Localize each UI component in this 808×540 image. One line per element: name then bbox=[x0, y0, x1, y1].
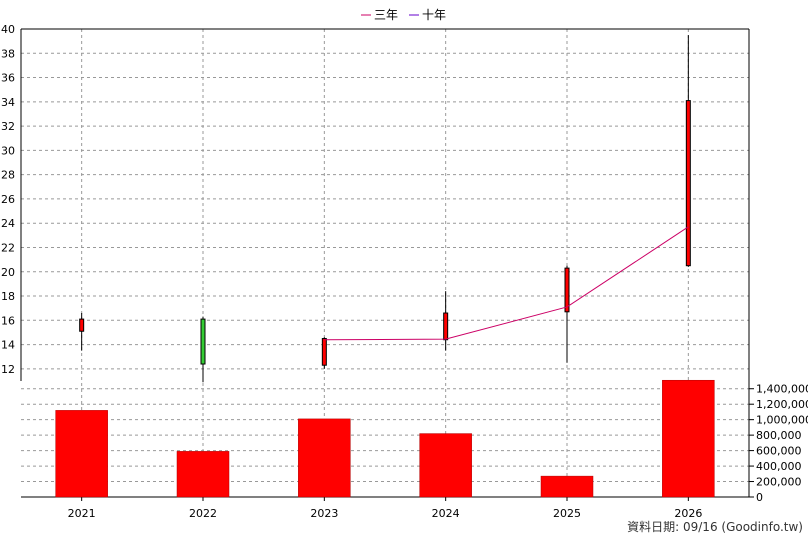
price-tick-label: 32 bbox=[1, 120, 15, 133]
price-tick-label: 36 bbox=[1, 72, 15, 85]
candle-body bbox=[200, 318, 206, 365]
candle-body bbox=[321, 338, 327, 366]
volume-bars bbox=[55, 379, 715, 498]
candle-body bbox=[79, 318, 85, 332]
tick-labels: 1214161820222426283032343638400200,00040… bbox=[1, 23, 808, 520]
volume-tick-label: 200,000 bbox=[756, 476, 802, 489]
x-tick-label: 2026 bbox=[674, 507, 702, 520]
price-tick-label: 16 bbox=[1, 314, 15, 327]
data-date-footer: 資料日期: 09/16 (Goodinfo.tw) bbox=[627, 520, 803, 534]
volume-tick-label: 0 bbox=[756, 491, 763, 504]
price-tick-label: 38 bbox=[1, 47, 15, 60]
volume-tick-label: 1,200,000 bbox=[756, 398, 808, 411]
volume-tick-label: 400,000 bbox=[756, 460, 802, 473]
price-tick-label: 28 bbox=[1, 169, 15, 182]
price-tick-label: 26 bbox=[1, 193, 15, 206]
ma-line-三年 bbox=[324, 226, 689, 341]
price-tick-label: 18 bbox=[1, 290, 15, 303]
volume-bar bbox=[419, 433, 472, 498]
volume-tick-label: 600,000 bbox=[756, 445, 802, 458]
price-tick-label: 14 bbox=[1, 339, 15, 352]
volume-tick-label: 800,000 bbox=[756, 429, 802, 442]
volume-tick-label: 1,400,000 bbox=[756, 383, 808, 396]
candles bbox=[79, 35, 691, 383]
volume-tick-label: 1,000,000 bbox=[756, 414, 808, 427]
legend-label: 十年 bbox=[422, 8, 446, 22]
x-tick-label: 2024 bbox=[432, 507, 460, 520]
axes bbox=[20, 28, 754, 501]
price-tick-label: 30 bbox=[1, 144, 15, 157]
legend-label: 三年 bbox=[374, 8, 398, 22]
candle-body bbox=[443, 312, 449, 341]
x-tick-label: 2021 bbox=[68, 507, 96, 520]
x-tick-label: 2025 bbox=[553, 507, 581, 520]
price-tick-label: 34 bbox=[1, 96, 15, 109]
x-tick-label: 2023 bbox=[310, 507, 338, 520]
price-tick-label: 40 bbox=[1, 23, 15, 36]
price-tick-label: 22 bbox=[1, 241, 15, 254]
price-tick-label: 24 bbox=[1, 217, 15, 230]
candle-body bbox=[564, 267, 570, 313]
volume-bar bbox=[55, 410, 108, 498]
candle-body bbox=[685, 100, 691, 267]
price-tick-label: 12 bbox=[1, 363, 15, 376]
moving-average-lines bbox=[324, 226, 689, 341]
x-tick-label: 2022 bbox=[189, 507, 217, 520]
volume-bar bbox=[662, 379, 715, 498]
volume-bar bbox=[540, 475, 594, 498]
legend: 三年 十年 bbox=[361, 8, 446, 22]
price-tick-label: 20 bbox=[1, 266, 15, 279]
volume-bar bbox=[298, 418, 351, 498]
volume-bar bbox=[176, 451, 230, 498]
grid-lines bbox=[21, 28, 749, 498]
